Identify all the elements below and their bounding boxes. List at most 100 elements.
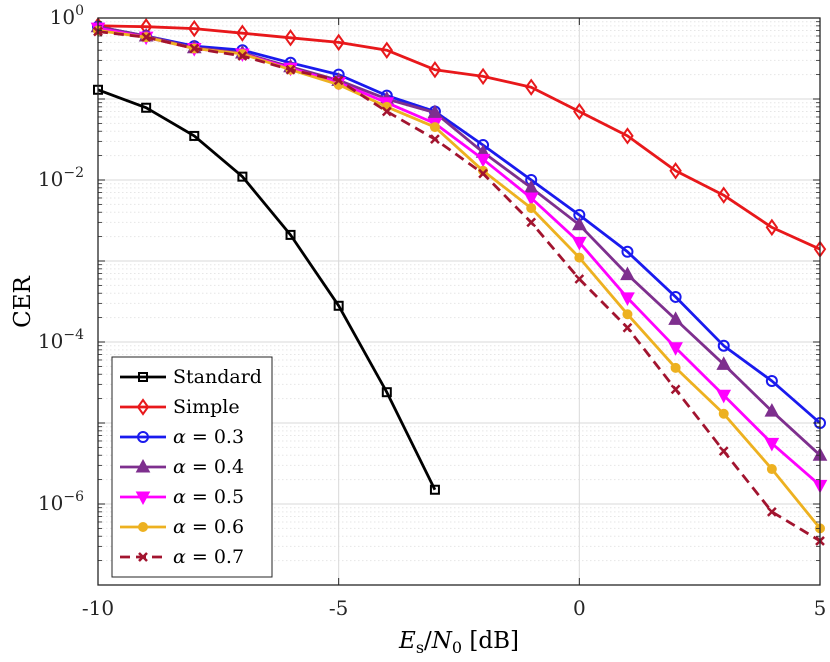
data-point-alpha-0-6 xyxy=(766,464,777,475)
x-axis-label-sub-0: 0 xyxy=(452,638,462,657)
y-tick-label-exponent: 0 xyxy=(75,3,84,19)
series-layer xyxy=(90,17,828,546)
legend-label-value: = 0.5 xyxy=(186,486,244,508)
data-point-alpha-0-5 xyxy=(764,437,780,452)
data-point-alpha-0-5 xyxy=(571,236,587,251)
legend-marker-alpha-0-7 xyxy=(138,552,148,562)
legend-label-standard: Standard xyxy=(173,366,262,388)
data-point-alpha-0-3 xyxy=(717,339,730,352)
data-point-alpha-0-7 xyxy=(574,274,585,284)
data-point-alpha-0-7 xyxy=(141,32,152,43)
data-point-alpha-0-7 xyxy=(670,384,681,395)
x-axis-label-slash: / xyxy=(424,628,432,654)
x-axis-label-es: E xyxy=(398,628,416,654)
y-tick-label-base: 10 xyxy=(50,5,75,29)
y-tick-label: 10−6 xyxy=(38,489,84,515)
data-point-alpha-0-4 xyxy=(427,104,443,119)
data-point-standard xyxy=(237,171,248,182)
y-tick-label-exponent: −6 xyxy=(63,489,84,505)
data-point-alpha-0-6 xyxy=(670,362,681,373)
legend-marker-standard xyxy=(138,372,148,382)
y-tick-label-base: 10 xyxy=(38,167,63,191)
data-point-standard xyxy=(333,300,344,311)
data-point-alpha-0-7 xyxy=(189,43,200,54)
data-point-standard xyxy=(285,229,296,240)
legend-label-alpha-0-3: α = 0.3 xyxy=(173,426,244,448)
legend-marker-alpha-0-6 xyxy=(138,522,148,532)
x-axis-label-sub-s: s xyxy=(416,638,424,657)
data-point-simple xyxy=(765,218,779,237)
legend-label-symbol: α xyxy=(173,426,186,448)
data-point-alpha-0-4 xyxy=(571,216,587,231)
data-point-alpha-0-6 xyxy=(429,122,440,133)
legend-marker-alpha-0-3 xyxy=(137,431,149,443)
data-point-alpha-0-5 xyxy=(716,389,732,404)
x-axis-label-unit: [dB] xyxy=(462,628,519,654)
series-line-simple xyxy=(97,24,821,251)
data-point-simple xyxy=(380,41,394,59)
data-point-alpha-0-5 xyxy=(620,292,635,306)
series-line-alpha-0-6 xyxy=(97,29,822,530)
data-point-standard xyxy=(189,130,200,141)
series-line-alpha-0-3 xyxy=(97,25,821,425)
data-point-alpha-0-4 xyxy=(620,266,635,281)
y-tick-label: 100 xyxy=(50,3,84,29)
data-point-alpha-0-3 xyxy=(621,245,634,258)
legend-marker-alpha-0-4 xyxy=(135,458,151,473)
data-point-standard xyxy=(141,102,152,113)
legend-label-value: = 0.4 xyxy=(186,456,244,478)
data-point-alpha-0-7 xyxy=(766,506,777,517)
data-point-standard xyxy=(381,387,392,398)
y-tick-label-exponent: −2 xyxy=(63,165,84,181)
series-alpha-0-7 xyxy=(93,26,825,546)
data-point-simple xyxy=(669,162,682,180)
data-point-simple xyxy=(236,24,249,42)
legend-label-value: = 0.6 xyxy=(186,516,244,538)
y-tick-label-base: 10 xyxy=(38,329,63,353)
y-tick-label-base: 10 xyxy=(38,491,63,515)
data-point-alpha-0-7 xyxy=(622,322,633,333)
x-tick-label: 5 xyxy=(814,596,827,620)
data-point-alpha-0-7 xyxy=(478,168,488,179)
x-tick-label: -10 xyxy=(82,596,114,620)
data-point-alpha-0-7 xyxy=(718,446,729,456)
series-line-alpha-0-7 xyxy=(97,30,821,543)
data-point-alpha-0-3 xyxy=(669,290,682,303)
plot-frame xyxy=(97,17,821,586)
data-point-alpha-0-7 xyxy=(333,75,344,86)
data-point-alpha-0-6 xyxy=(718,408,729,419)
legend-marker-simple xyxy=(136,398,150,416)
data-point-simple xyxy=(332,33,345,52)
legend-label-simple: Simple xyxy=(173,396,240,418)
data-point-alpha-0-4 xyxy=(716,356,732,370)
data-point-simple xyxy=(284,29,297,47)
data-point-alpha-0-3 xyxy=(765,375,778,388)
legend-label-symbol: α xyxy=(173,516,186,538)
data-point-simple xyxy=(573,102,586,121)
data-point-alpha-0-7 xyxy=(381,106,392,117)
data-point-alpha-0-7 xyxy=(285,64,296,75)
data-point-simple xyxy=(717,186,730,204)
data-point-alpha-0-7 xyxy=(430,134,440,144)
data-point-alpha-0-6 xyxy=(574,252,585,263)
y-tick-label: 10−2 xyxy=(38,165,84,191)
x-tick-label: 0 xyxy=(573,596,586,620)
x-axis-label: Es/N0 [dB] xyxy=(398,628,519,657)
data-point-alpha-0-4 xyxy=(668,311,683,325)
legend-label-value: = 0.3 xyxy=(186,426,244,448)
data-point-alpha-0-5 xyxy=(668,342,683,356)
data-point-simple xyxy=(428,60,442,79)
data-point-alpha-0-7 xyxy=(526,217,537,228)
data-point-alpha-0-4 xyxy=(764,403,780,417)
series-line-standard xyxy=(97,88,437,491)
y-axis-label: CER xyxy=(10,275,36,327)
legend-label-alpha-0-7: α = 0.7 xyxy=(173,546,244,568)
data-point-simple xyxy=(621,127,634,145)
legend-label-alpha-0-4: α = 0.4 xyxy=(173,456,244,478)
data-point-alpha-0-7 xyxy=(237,51,248,61)
data-point-standard xyxy=(429,484,440,495)
legend-label-value: = 0.7 xyxy=(186,546,244,568)
